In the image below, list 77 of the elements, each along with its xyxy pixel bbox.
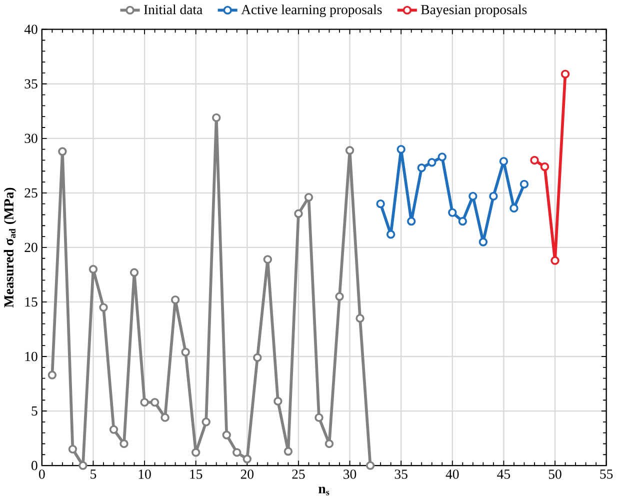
point bbox=[284, 446, 293, 456]
point bbox=[406, 216, 416, 226]
point bbox=[510, 204, 518, 212]
point bbox=[242, 454, 252, 464]
point bbox=[202, 418, 210, 426]
point bbox=[304, 192, 314, 202]
x-tick-label: 25 bbox=[292, 470, 305, 479]
point bbox=[222, 430, 231, 440]
point bbox=[314, 413, 324, 422]
point bbox=[150, 398, 160, 407]
point bbox=[109, 425, 118, 434]
point bbox=[417, 163, 426, 172]
x-tick-label: 45 bbox=[497, 470, 510, 479]
point bbox=[88, 264, 98, 274]
point bbox=[560, 70, 570, 78]
y-tick-label: 10 bbox=[25, 352, 38, 362]
point bbox=[160, 413, 170, 422]
x-tick-label: 30 bbox=[344, 470, 356, 479]
point bbox=[499, 156, 508, 166]
legend-label: Active learning proposals bbox=[241, 4, 382, 17]
point bbox=[478, 238, 488, 246]
y-tick-label: 30 bbox=[24, 134, 38, 143]
x-tick-label: 35 bbox=[394, 470, 408, 479]
point bbox=[232, 448, 242, 457]
x-tick-label: 40 bbox=[446, 470, 459, 479]
point bbox=[253, 353, 262, 362]
point bbox=[468, 192, 478, 200]
point bbox=[263, 255, 272, 264]
x-tick-label: 50 bbox=[548, 470, 562, 479]
x-tick-label: 15 bbox=[190, 470, 202, 479]
x-tick-label: 10 bbox=[138, 470, 151, 479]
point bbox=[181, 348, 190, 356]
point bbox=[78, 461, 88, 470]
point bbox=[191, 448, 200, 457]
point bbox=[428, 158, 436, 167]
point bbox=[376, 199, 385, 208]
y-tick-label: 15 bbox=[25, 297, 38, 306]
point bbox=[294, 209, 303, 218]
x-tick-label: 20 bbox=[240, 470, 254, 479]
point bbox=[356, 314, 364, 323]
point bbox=[489, 192, 498, 200]
y-tick-label: 40 bbox=[24, 24, 38, 34]
point bbox=[540, 162, 550, 172]
point bbox=[520, 180, 529, 188]
point bbox=[550, 256, 560, 265]
y-tick-label: 35 bbox=[24, 79, 38, 88]
point bbox=[99, 303, 108, 312]
point bbox=[274, 396, 282, 406]
y-tick-label: 25 bbox=[24, 188, 38, 198]
point bbox=[68, 444, 78, 454]
point bbox=[324, 439, 334, 448]
y-tick-label: 0 bbox=[32, 460, 38, 470]
y-axis-title: Measured σ$_{ad}$ (MPa) bbox=[4, 188, 16, 308]
point bbox=[48, 370, 57, 380]
point bbox=[170, 295, 180, 304]
point bbox=[130, 268, 139, 277]
point bbox=[335, 292, 344, 301]
point bbox=[366, 461, 375, 470]
point bbox=[530, 156, 539, 164]
point bbox=[212, 113, 221, 122]
point bbox=[458, 216, 468, 226]
x-tick-label: 0 bbox=[39, 470, 45, 479]
legend-label: Bayesian proposals bbox=[421, 4, 527, 17]
x-axis-title: n$_{s}$ bbox=[318, 486, 330, 496]
y-tick-label: 5 bbox=[32, 406, 38, 416]
point bbox=[448, 208, 457, 217]
point bbox=[386, 230, 396, 239]
point bbox=[120, 439, 128, 448]
x-tick-label: 55 bbox=[600, 470, 613, 479]
legend-label: Initial data bbox=[144, 4, 202, 14]
point bbox=[438, 152, 446, 162]
point bbox=[140, 398, 149, 407]
y-tick-label: 20 bbox=[24, 242, 38, 252]
point bbox=[58, 147, 67, 156]
x-tick-label: 5 bbox=[90, 470, 96, 479]
point bbox=[345, 146, 354, 155]
point bbox=[396, 144, 406, 154]
